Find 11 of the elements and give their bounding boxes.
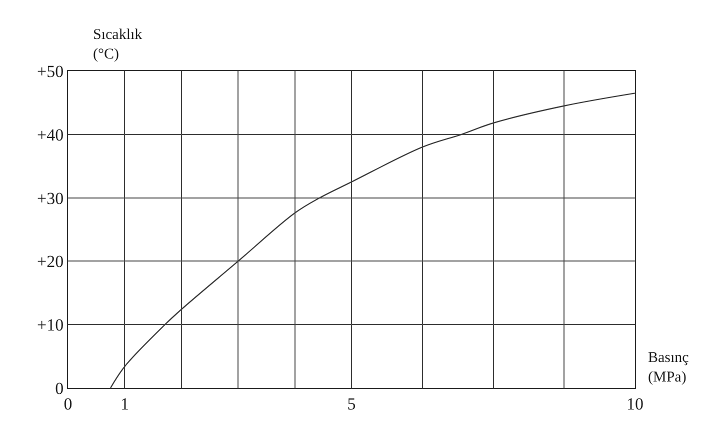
y-tick-label: +30 [37, 188, 64, 208]
y-axis-title: Sıcaklık (°C) [93, 27, 143, 62]
y-tick-label: +40 [37, 125, 64, 144]
x-tick-label: 10 [626, 394, 644, 414]
y-tick-label: 0 [55, 378, 64, 398]
x-tick-label: 1 [120, 394, 129, 414]
x-tick-label: 5 [347, 394, 356, 414]
y-tick-label: +20 [37, 252, 64, 272]
y-tick-label: +10 [37, 316, 64, 335]
y-tick-label: +50 [37, 62, 64, 81]
x-axis-title: Basınç (MPa) [648, 350, 690, 386]
